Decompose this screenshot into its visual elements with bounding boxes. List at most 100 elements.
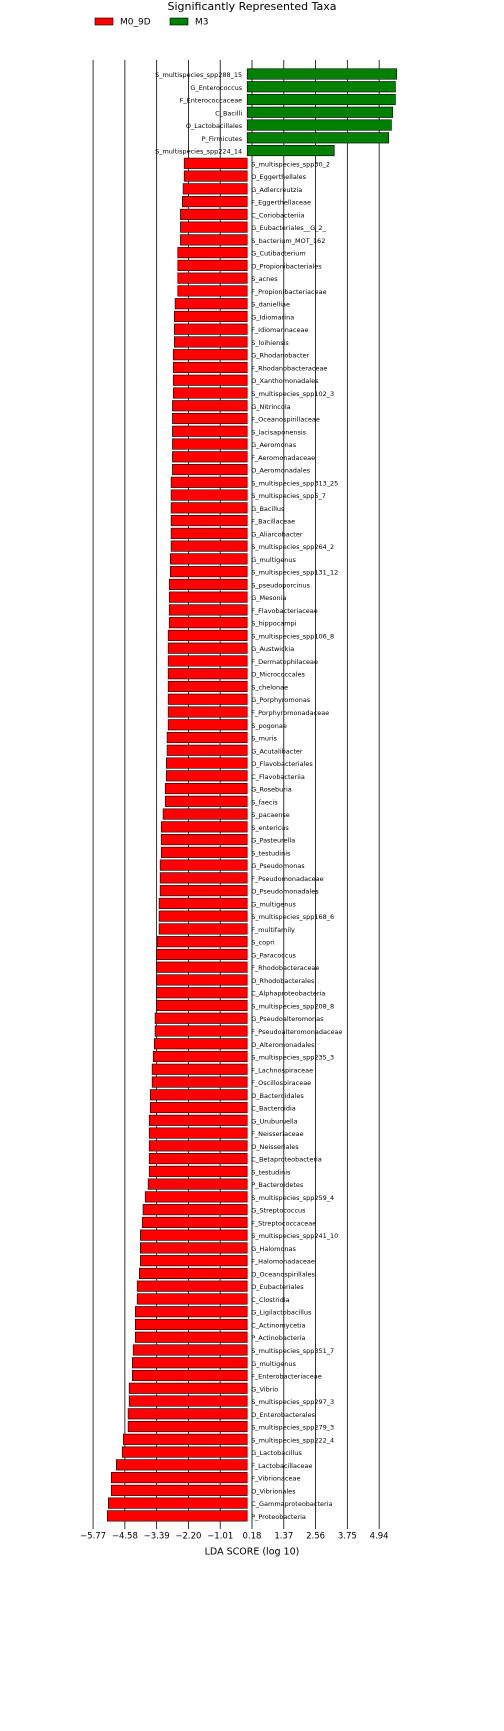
x-tick-label: −4.58: [112, 1532, 138, 1542]
bar: [168, 591, 248, 603]
category-label: O_Enterobacterales: [251, 1411, 315, 1419]
category-label: G_Rhodanobacter: [251, 352, 309, 360]
bar: [110, 1472, 248, 1484]
bar: [160, 821, 248, 833]
bar: [246, 81, 396, 93]
category-label: O_Lactobacillales: [186, 122, 243, 130]
x-tick-label: 0.18: [243, 1532, 262, 1542]
category-label: F_Halomonadaceae: [251, 1258, 315, 1266]
x-tick-label: −5.77: [80, 1532, 106, 1542]
x-tick-label: 3.75: [338, 1532, 357, 1542]
bar: [148, 1127, 248, 1139]
category-label: C_Actinomycetia: [251, 1321, 305, 1329]
category-label: G_multigenus: [251, 900, 296, 908]
bar: [180, 208, 248, 220]
bar: [167, 680, 248, 693]
category-label: S_multispecies_spp131_12: [251, 569, 338, 577]
bar: [182, 183, 248, 195]
category-label: S_multispecies_spp30_2: [251, 160, 330, 168]
bar: [168, 617, 248, 629]
bar: [151, 1076, 248, 1088]
bar: [142, 1204, 248, 1216]
bar: [246, 119, 392, 131]
bar: [156, 961, 248, 973]
bar: [166, 731, 248, 744]
category-label: G_Uruburuella: [251, 1117, 297, 1125]
category-label: G_Aliarcobacter: [251, 530, 303, 538]
bar: [167, 642, 248, 654]
bar: [110, 1484, 248, 1496]
category-label: S_multispecies_spp106_8: [251, 632, 334, 640]
category-label: F_Pseudomonadaceae: [251, 875, 323, 883]
bar: [159, 872, 248, 884]
category-label: P_Bacteroidetes: [251, 1181, 304, 1189]
category-label: O_Aeromonadales: [251, 467, 311, 475]
x-tick-label: 2.56: [306, 1532, 325, 1542]
legend-swatch: [169, 17, 189, 26]
category-label: F_Streptococcaceae: [251, 1219, 316, 1227]
bar: [172, 425, 248, 437]
category-label: F_Porphyromonadaceae: [251, 709, 329, 717]
bar: [164, 795, 248, 807]
category-label: S_multispecies_spp259_4: [251, 1194, 334, 1202]
category-label: F_Lachnospiraceae: [251, 1066, 313, 1074]
bar: [160, 834, 248, 846]
bar: [166, 744, 248, 756]
category-label: G_Eubacteriales__G_2_: [251, 224, 326, 232]
category-label: G_Bacillus: [251, 505, 285, 513]
category-label: S_multispecies_spp5_7: [251, 492, 326, 500]
bar: [140, 1242, 248, 1254]
bar: [148, 1140, 248, 1152]
bar: [158, 923, 248, 935]
category-label: S_multispecies_spp279_3: [251, 1424, 334, 1432]
category-label: C_Flavobacteriia: [251, 773, 305, 781]
category-label: S_multispecies_spp222_4: [251, 1436, 334, 1444]
bar: [167, 706, 248, 718]
bar: [140, 1255, 248, 1267]
category-label: S_hippocampi: [251, 620, 297, 628]
category-label: S_testudinis: [251, 849, 291, 857]
category-label: G_Roseburia: [251, 786, 292, 794]
category-label: F_Rhodobacteraceae: [251, 964, 319, 972]
bar: [156, 948, 248, 960]
category-label: G_Vibrio: [251, 1385, 278, 1393]
bar: [149, 1102, 248, 1114]
category-label: G_Austwickia: [251, 645, 294, 653]
category-label: F_Lactobacillaceae: [251, 1462, 312, 1470]
bar: [158, 897, 248, 909]
category-label: S_faecis: [251, 798, 278, 806]
bar: [170, 476, 248, 488]
bar: [121, 1446, 248, 1458]
bar: [156, 974, 248, 986]
x-tick-label: −1.01: [207, 1532, 233, 1542]
category-label: S_multispecies_spp288_15: [155, 71, 242, 79]
bar: [167, 668, 248, 680]
category-label: S_multispecies_spp313_25: [251, 479, 338, 487]
bar: [167, 719, 248, 731]
bar: [172, 412, 248, 425]
category-label: P_Actinobacteria: [251, 1334, 305, 1342]
category-label: F_Pseudoalteromonadaceae: [251, 1028, 342, 1036]
category-label: S_bacterium_MOT_162: [251, 237, 325, 245]
category-label: G_multigenus: [251, 556, 296, 564]
bar: [158, 910, 248, 922]
category-label: G_Aeromonas: [251, 441, 297, 449]
bar: [159, 859, 248, 871]
bar: [170, 527, 248, 539]
category-label: F_Vibrionaceae: [251, 1475, 300, 1483]
category-label: S_pogonae: [251, 722, 287, 730]
category-label: G_Pseudoalteromonas: [251, 1015, 324, 1023]
bar: [108, 1497, 248, 1509]
category-label: S_testudinis: [251, 1168, 291, 1176]
category-label: C_Coriobacteriia: [251, 211, 304, 219]
category-label: F_Enterobacteriaceae: [251, 1373, 322, 1381]
category-label: S_multispecies_spp168_6: [251, 913, 334, 921]
bar: [180, 221, 248, 233]
category-label: S_muris: [251, 735, 277, 743]
category-label: C_Gammaproteobacteria: [251, 1500, 332, 1508]
bar: [128, 1395, 248, 1407]
category-label: O_Vibrionales: [251, 1487, 296, 1495]
category-label: G_Porphyromonas: [251, 696, 311, 704]
category-label: S_multispecies_spp297_3: [251, 1398, 334, 1406]
bar: [147, 1178, 248, 1190]
